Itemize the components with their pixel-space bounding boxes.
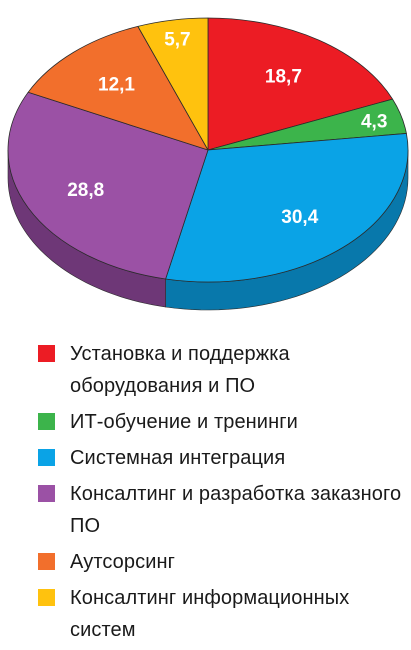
legend-swatch [38,553,55,570]
legend-swatch [38,413,55,430]
legend-label: Установка и поддержка оборудования и ПО [70,343,290,397]
pie-slice-4 [27,25,209,151]
legend-swatch [38,485,55,502]
legend-item-outsourcing: Аутсорсинг [38,546,408,578]
pie-value-label-5: 5,7 [164,29,190,50]
pie-slices [7,17,409,283]
pie-value-label-2: 30,4 [281,207,318,228]
legend: Установка и поддержка оборудования и ПО … [38,338,408,650]
legend-item-it-training: ИТ-обучение и тренинги [38,406,408,438]
legend-swatch [38,589,55,606]
pie-chart: 18,7 4,3 30,4 28,8 12,1 5,7 [7,17,409,311]
legend-label: Консалтинг информационных систем [70,587,350,641]
legend-item-is-consulting: Консалтинг информационных систем [38,582,408,646]
legend-label: ИТ-обучение и тренинги [70,411,298,433]
pie-slice-3 [7,91,209,280]
legend-item-system-integration: Системная интеграция [38,442,408,474]
legend-item-consulting-development: Консалтинг и разработка заказного ПО [38,478,408,542]
legend-label: Консалтинг и разработка заказного ПО [70,483,402,537]
pie-labels: 18,7 4,3 30,4 28,8 12,1 5,7 [67,29,387,228]
legend-item-installation: Установка и поддержка оборудования и ПО [38,338,408,402]
pie-slice-5 [137,17,209,151]
legend-label: Аутсорсинг [70,551,176,573]
pie-slice-0 [207,17,393,151]
pie-value-label-3: 28,8 [67,180,104,201]
legend-label: Системная интеграция [70,447,286,469]
legend-swatch [38,345,55,362]
legend-swatch [38,449,55,466]
pie-value-label-1: 4,3 [361,112,387,133]
pie-value-label-0: 18,7 [265,66,302,87]
pie-slice-2 [165,133,409,283]
pie-value-label-4: 12,1 [98,75,135,96]
